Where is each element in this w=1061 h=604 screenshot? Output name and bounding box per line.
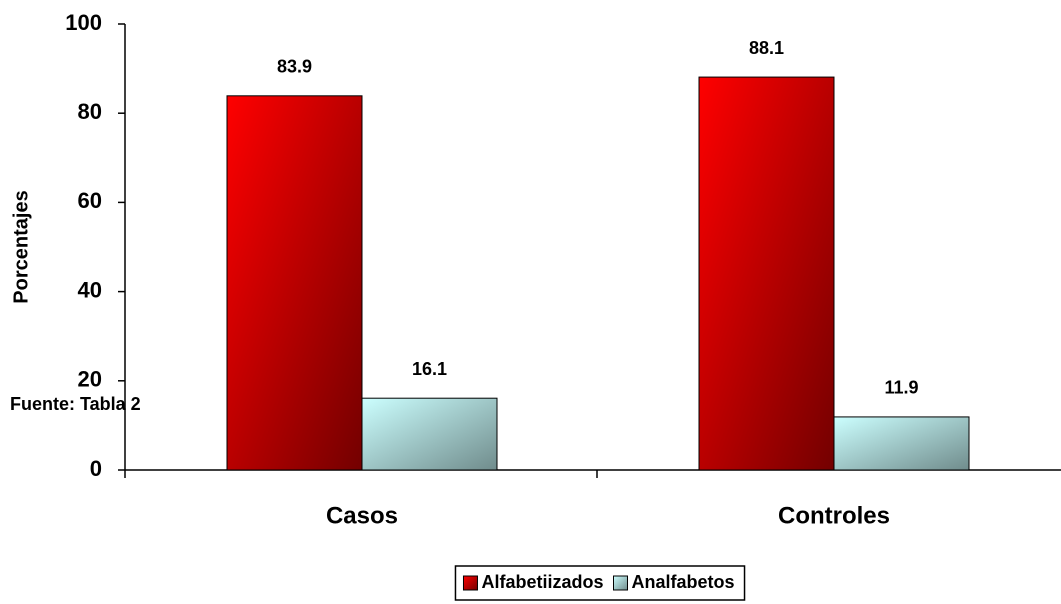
value-label: 83.9 xyxy=(277,57,312,77)
y-tick-label: 100 xyxy=(65,10,102,35)
x-tick-label: Casos xyxy=(326,502,398,529)
y-tick-label: 80 xyxy=(78,99,102,124)
y-axis-label: Porcentajes xyxy=(10,190,32,303)
y-tick-label: 40 xyxy=(78,277,102,302)
bar xyxy=(833,416,970,471)
legend-label: Alfabetiizados xyxy=(481,572,603,592)
bar xyxy=(698,76,835,471)
bar xyxy=(361,397,498,471)
legend-swatch xyxy=(613,575,628,591)
value-label: 11.9 xyxy=(884,378,918,398)
y-tick-label: 60 xyxy=(78,188,102,213)
legend-label: Analfabetos xyxy=(632,572,735,592)
value-label: 88.1 xyxy=(749,38,784,58)
x-tick-label: Controles xyxy=(778,502,890,529)
y-tick-label: 0 xyxy=(90,456,102,481)
y-tick-label: 20 xyxy=(78,367,102,392)
annotation: Fuente: Tabla 2 xyxy=(10,394,141,414)
bar xyxy=(226,95,363,471)
value-label: 16.1 xyxy=(412,359,447,379)
legend-swatch xyxy=(462,575,478,591)
legend-box xyxy=(454,565,746,601)
